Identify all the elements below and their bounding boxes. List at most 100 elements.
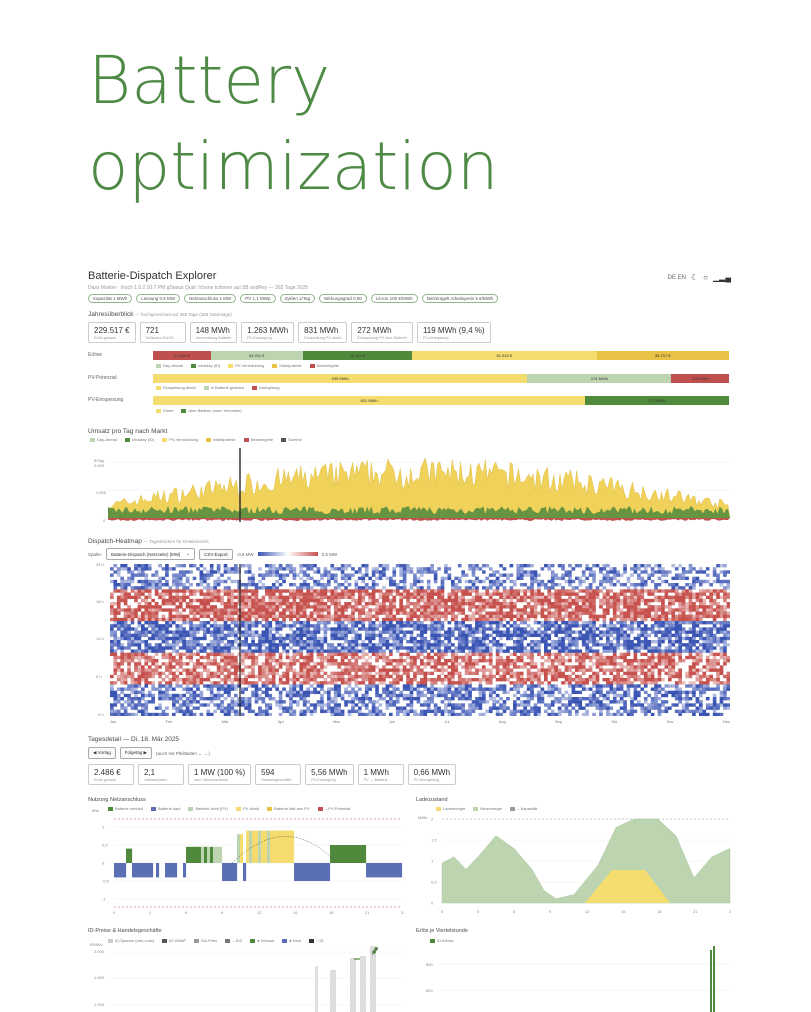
- heatmap-cell: [344, 627, 348, 631]
- bar-segment[interactable]: 272 MWh: [585, 396, 729, 405]
- heatmap-cell: [209, 573, 214, 577]
- heatmap-cell: [395, 668, 400, 672]
- heatmap-cell: [141, 678, 145, 682]
- parameter-chip[interactable]: Zyklen 1/Tag: [279, 294, 316, 303]
- heatmap-cell: [423, 640, 428, 644]
- heatmap-cell: [320, 662, 324, 666]
- heatmap-cell: [385, 671, 390, 676]
- bar-segment[interactable]: 935 MWh: [153, 374, 528, 383]
- parameter-chip[interactable]: Netzentgelt Arbeitspreis 5 €/MWh: [421, 294, 499, 303]
- heatmap-cell: [296, 602, 300, 606]
- parameter-chip[interactable]: PV 1,1 MWp: [240, 294, 276, 303]
- heatmap-cell: [699, 633, 703, 638]
- bar-segment[interactable]: 831 MWh: [153, 396, 585, 405]
- stacked-bar[interactable]: 21.244 €64.011 €75.114 €61.524 €55.707 €: [153, 351, 729, 360]
- heatmap-cell: [692, 671, 696, 676]
- heatmap-column-select[interactable]: Batterie-Dispatch (Netzseite) [MW] ⌄: [106, 548, 196, 560]
- heatmap-cell: [664, 617, 669, 622]
- heatmap-cell: [475, 678, 479, 682]
- kpi-value: 1.263 MWh: [247, 326, 289, 335]
- csv-export-button[interactable]: CSV-Export: [199, 548, 233, 560]
- bar-segment[interactable]: 75.114 €: [302, 351, 413, 360]
- heatmap-cell: [513, 624, 517, 628]
- heatmap-cell: [340, 643, 345, 647]
- heatmap-cell: [309, 564, 314, 568]
- heatmap-cell: [461, 621, 465, 625]
- heatmap-cell: [547, 633, 552, 638]
- heatmap-cell: [282, 671, 286, 676]
- heatmap-cell: [261, 640, 266, 644]
- heatmap-cell: [630, 589, 634, 593]
- dispatch-heatmap[interactable]: [110, 564, 730, 716]
- heatmap-cell: [602, 646, 607, 650]
- bar-segment[interactable]: 174 MWh: [527, 374, 672, 383]
- heatmap-cell: [668, 611, 672, 615]
- heatmap-cell: [554, 614, 558, 619]
- heatmap-cell: [575, 630, 579, 634]
- moon-icon[interactable]: ☾: [691, 273, 699, 282]
- heatmap-cell: [499, 614, 503, 619]
- heatmap-cell: [719, 640, 724, 644]
- heatmap-cell: [347, 674, 352, 679]
- heatmap-cell: [392, 678, 397, 682]
- parameter-chip[interactable]: Kapazität 1 MWh: [88, 294, 133, 303]
- bar-segment[interactable]: 55.707 €: [596, 351, 729, 360]
- bar-segment[interactable]: 119 MWh: [671, 374, 729, 383]
- heatmap-cell: [547, 598, 552, 603]
- heatmap-cell: [110, 681, 114, 685]
- bar-segment[interactable]: 61.524 €: [412, 351, 597, 360]
- umsatz-chart[interactable]: [108, 448, 730, 528]
- signal-icon[interactable]: ▁▂▄: [713, 273, 731, 282]
- circle-icon[interactable]: ○: [703, 273, 709, 282]
- heatmap-cell: [375, 602, 379, 606]
- heatmap-cell: [158, 595, 162, 600]
- heatmap-cell: [444, 611, 448, 615]
- heatmap-cell: [254, 586, 259, 590]
- heatmap-cell: [423, 674, 428, 679]
- heatmap-cell: [692, 586, 696, 590]
- heatmap-cell: [568, 605, 572, 609]
- heatmap-cell: [137, 652, 142, 657]
- heatmap-cell: [678, 627, 682, 631]
- heatmap-cell: [719, 579, 724, 584]
- heatmap-cell: [306, 646, 310, 650]
- heatmap-cell: [240, 633, 245, 638]
- heatmap-cell: [585, 602, 589, 606]
- bar-segment[interactable]: 64.011 €: [210, 351, 303, 360]
- heatmap-cell: [633, 655, 638, 660]
- heatmap-cell: [643, 665, 648, 669]
- language-toggle[interactable]: DE EN: [667, 274, 686, 281]
- heatmap-cell: [240, 608, 245, 612]
- heatmap-cell: [399, 570, 403, 574]
- parameter-chip[interactable]: Leistung 0,5 MW: [136, 294, 181, 303]
- bar-segment[interactable]: 21.244 €: [153, 351, 211, 360]
- heatmap-cell: [413, 592, 417, 596]
- heatmap-cell: [654, 621, 658, 625]
- heatmap-cell: [275, 624, 279, 628]
- heatmap-cell: [361, 611, 366, 615]
- heatmap-cell: [668, 643, 672, 647]
- stacked-bar[interactable]: 935 MWh 174 MWh 119 MWh: [153, 374, 729, 383]
- heatmap-cell: [296, 614, 300, 619]
- parameter-chip[interactable]: Netzanschluss 1 MW: [184, 294, 237, 303]
- parameter-chip[interactable]: Lit-Ion 100 €/MWh: [370, 294, 418, 303]
- stacked-bar[interactable]: 831 MWh 272 MWh: [153, 396, 729, 405]
- kpi-value: 721: [145, 326, 159, 335]
- heatmap-cell: [457, 633, 462, 638]
- heatmap-cell: [578, 624, 583, 628]
- heatmap-cell: [447, 605, 452, 609]
- heatmap-cell: [137, 633, 142, 638]
- heatmap-cell: [361, 655, 366, 660]
- heatmap-cell: [554, 624, 558, 628]
- kpi-card: 229.517 € Erlös gesamt: [88, 322, 136, 343]
- heatmap-cell: [141, 564, 145, 568]
- heatmap-cell: [664, 614, 669, 619]
- heatmap-cell: [223, 636, 228, 641]
- legend-item: Summe: [281, 437, 302, 442]
- parameter-chip[interactable]: Wirkungsgrad 0,90: [319, 294, 367, 303]
- heatmap-cell: [333, 576, 338, 581]
- heatmap-cell: [368, 643, 372, 647]
- heatmap-cell: [147, 655, 152, 660]
- heatmap-cell: [130, 652, 135, 657]
- heatmap-cell: [175, 617, 180, 622]
